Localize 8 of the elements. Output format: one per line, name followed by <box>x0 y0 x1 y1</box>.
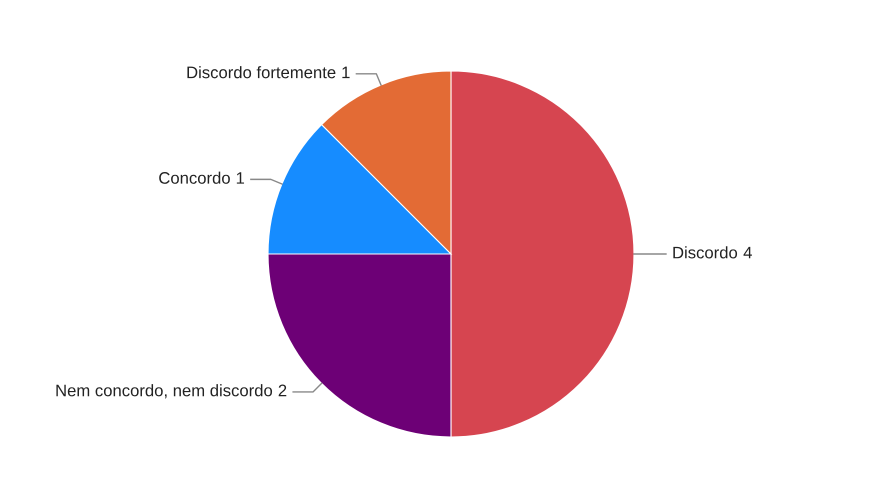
data-label: 1 <box>236 172 244 184</box>
data-label: 4 <box>744 246 752 258</box>
slice-label: Concordo <box>159 172 230 184</box>
data-label: 2 <box>278 384 286 396</box>
slice-label: Discordo <box>673 246 738 258</box>
slice-label: Nem concordo, nem discordo <box>56 384 272 398</box>
data-label: 1 <box>342 66 350 78</box>
slice-label: Discordo fortemente <box>187 66 336 78</box>
